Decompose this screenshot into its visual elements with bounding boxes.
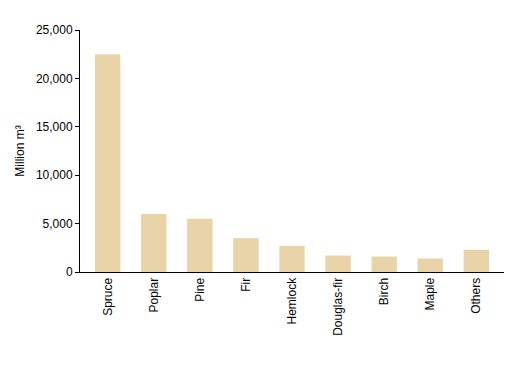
- svg-text:Others: Others: [469, 278, 483, 314]
- svg-text:Douglas-fir: Douglas-fir: [331, 278, 345, 336]
- svg-text:Poplar: Poplar: [147, 278, 161, 313]
- svg-text:Million m³: Million m³: [13, 125, 27, 176]
- svg-text:5,000: 5,000: [43, 217, 73, 231]
- svg-text:Maple: Maple: [423, 277, 437, 310]
- svg-text:Hemlock: Hemlock: [285, 277, 299, 325]
- svg-text:Pine: Pine: [193, 277, 207, 301]
- svg-text:20,000: 20,000: [36, 72, 73, 86]
- svg-text:Birch: Birch: [377, 278, 391, 305]
- svg-text:Spruce: Spruce: [101, 277, 115, 315]
- svg-text:10,000: 10,000: [36, 168, 73, 182]
- svg-text:Fir: Fir: [239, 278, 253, 292]
- svg-text:0: 0: [66, 265, 73, 279]
- svg-text:25,000: 25,000: [36, 23, 73, 37]
- svg-text:15,000: 15,000: [36, 120, 73, 134]
